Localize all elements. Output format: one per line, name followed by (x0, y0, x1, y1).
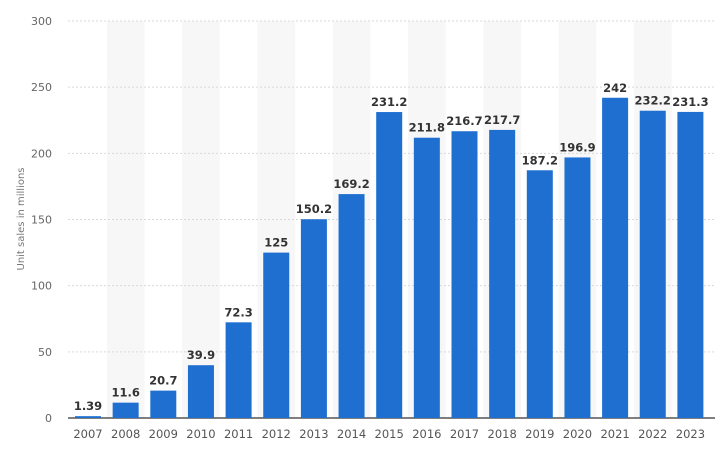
data-label: 72.3 (224, 305, 252, 319)
data-label: 39.9 (187, 348, 215, 362)
bar-2014 (338, 194, 365, 418)
x-tick-label: 2019 (525, 427, 554, 441)
bar-2022 (639, 110, 666, 419)
x-tick-label: 2017 (450, 427, 479, 441)
x-tick-label: 2008 (111, 427, 140, 441)
data-label: 187.2 (522, 153, 558, 167)
x-tick-label: 2007 (73, 427, 102, 441)
data-label: 125 (264, 236, 288, 250)
x-tick-label: 2018 (488, 427, 517, 441)
x-tick-label: 2020 (563, 427, 592, 441)
y-tick-label: 250 (31, 81, 52, 94)
bar-2010 (187, 365, 214, 418)
bar-2018 (489, 129, 516, 418)
bar-2007 (75, 416, 101, 418)
data-label: 196.9 (559, 140, 595, 154)
data-label: 217.7 (484, 113, 520, 127)
data-label: 231.3 (672, 95, 708, 109)
bar-2013 (300, 219, 327, 418)
data-label: 232.2 (635, 94, 671, 108)
bar-2023 (677, 111, 704, 419)
x-tick-label: 2010 (186, 427, 215, 441)
bar-2017 (451, 131, 478, 418)
x-tick-label: 2009 (149, 427, 178, 441)
y-tick-label: 0 (45, 412, 52, 425)
data-label: 216.7 (446, 114, 482, 128)
x-tick-label: 2016 (412, 427, 441, 441)
y-tick-label: 100 (31, 280, 52, 293)
data-label: 11.6 (111, 386, 139, 400)
bar-2009 (150, 390, 177, 418)
data-label: 1.39 (74, 399, 102, 413)
data-label: 231.2 (371, 95, 407, 109)
x-tick-label: 2022 (638, 427, 667, 441)
data-label: 242 (603, 81, 627, 95)
y-tick-label: 200 (31, 147, 52, 160)
bar-2019 (526, 170, 553, 418)
data-label: 20.7 (149, 374, 177, 388)
bar-2021 (602, 97, 629, 419)
y-tick-label: 150 (31, 214, 52, 227)
bar-2015 (376, 112, 403, 418)
data-label: 150.2 (296, 202, 332, 216)
y-tick-label: 50 (38, 346, 52, 359)
data-label: 169.2 (333, 177, 369, 191)
x-tick-label: 2011 (224, 427, 253, 441)
bar-2011 (225, 322, 252, 418)
bar-2020 (564, 157, 591, 418)
x-tick-label: 2013 (299, 427, 328, 441)
x-tick-label: 2021 (600, 427, 629, 441)
bar-2016 (413, 137, 440, 418)
y-tick-label: 300 (31, 15, 52, 28)
x-tick-label: 2023 (676, 427, 705, 441)
x-tick-label: 2014 (337, 427, 366, 441)
x-tick-label: 2012 (262, 427, 291, 441)
bar-2008 (112, 402, 139, 418)
x-tick-label: 2015 (375, 427, 404, 441)
y-axis-label: Unit sales in millions (16, 167, 27, 270)
bar-2012 (263, 252, 290, 418)
data-label: 211.8 (409, 121, 445, 135)
